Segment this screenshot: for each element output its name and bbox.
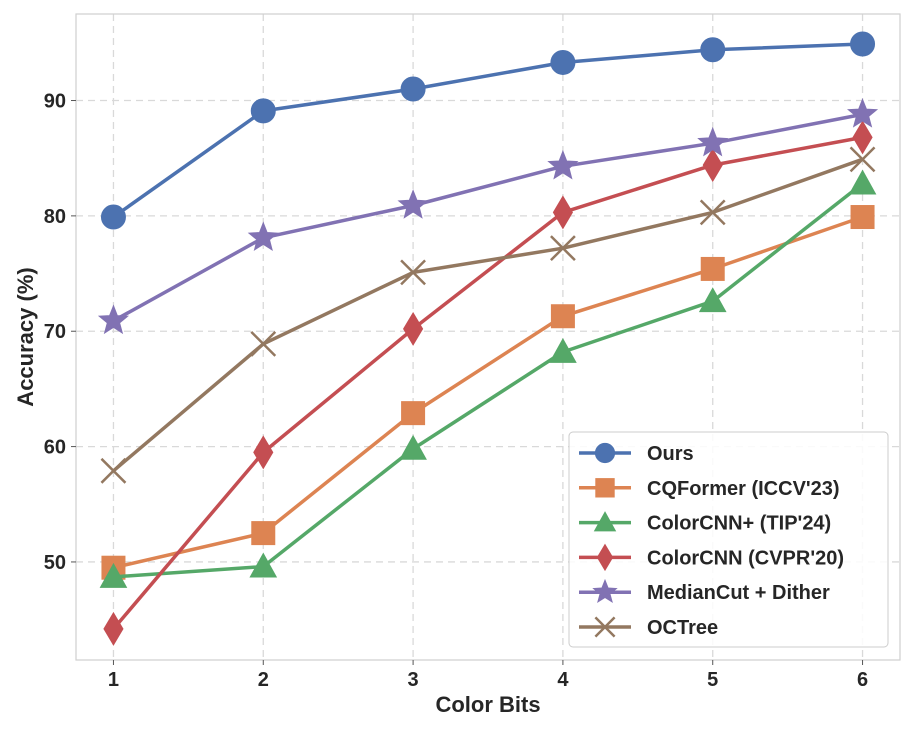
legend-marker	[594, 616, 616, 638]
legend-marker	[593, 511, 617, 532]
legend-label: Ours	[647, 443, 694, 465]
legend-marker	[595, 478, 615, 498]
data-point	[399, 434, 427, 460]
legend-marker	[594, 442, 616, 464]
data-point	[850, 205, 875, 230]
data-point	[852, 120, 873, 155]
series-layer	[97, 31, 879, 646]
data-point	[697, 126, 729, 157]
y-tick-label: 50	[44, 552, 66, 574]
data-point	[847, 98, 879, 128]
legend-item: MedianCut + Dither	[579, 578, 830, 604]
legend-label: MedianCut + Dither	[647, 582, 830, 604]
legend-label: ColorCNN (CVPR'20)	[647, 547, 844, 569]
data-point	[247, 221, 279, 252]
series-line	[112, 157, 864, 473]
series-0	[100, 31, 876, 230]
series-4	[97, 98, 879, 335]
data-point	[251, 521, 276, 546]
legend-label: OCTree	[647, 617, 718, 639]
data-point	[848, 169, 877, 195]
data-point	[400, 259, 426, 286]
data-point	[550, 49, 576, 75]
data-point	[699, 199, 726, 226]
legend-box	[568, 431, 889, 648]
legend-label: ColorCNN+ (TIP'24)	[647, 513, 831, 535]
legend: Ours CQFormer (ICCV'23) ColorCNN+ (TIP'24)…	[568, 431, 889, 648]
data-point	[403, 311, 424, 346]
y-axis-label: Accuracy (%)	[13, 267, 38, 406]
data-point	[103, 611, 124, 646]
data-point	[698, 287, 727, 313]
x-tick-label: 1	[108, 669, 119, 691]
data-point	[547, 149, 579, 180]
legend-marker	[592, 578, 618, 604]
series-5	[100, 146, 876, 484]
legend-item: Ours	[579, 442, 694, 465]
x-tick-label: 5	[707, 669, 718, 691]
data-point	[550, 235, 576, 262]
series-line	[113, 182, 864, 579]
y-tick-label: 90	[44, 91, 66, 113]
data-point	[249, 552, 278, 578]
data-point	[850, 31, 876, 57]
legend-item: OCTree	[579, 616, 718, 639]
y-tick-label: 70	[44, 321, 66, 343]
x-tick-label: 2	[258, 669, 269, 691]
series-line	[112, 135, 863, 631]
series-1	[101, 205, 875, 580]
legend-item: CQFormer (ICCV'23)	[579, 478, 840, 500]
y-tick-label: 60	[44, 437, 66, 459]
legend-marker	[596, 543, 614, 572]
data-point	[97, 304, 129, 335]
data-point	[401, 401, 426, 426]
series-2	[99, 169, 877, 588]
data-point	[400, 76, 426, 102]
data-point	[100, 204, 126, 230]
plot-frame	[75, 13, 901, 661]
y-tick-labels: 50 60 70 80 90	[44, 91, 76, 574]
series-line	[112, 42, 863, 219]
data-point	[397, 189, 429, 219]
data-point	[552, 195, 573, 230]
data-point	[700, 37, 726, 63]
legend-item: ColorCNN+ (TIP'24)	[579, 511, 831, 535]
x-axis-label: Color Bits	[435, 692, 540, 717]
x-tick-label: 3	[408, 669, 419, 691]
series-line	[113, 215, 864, 570]
series-line	[112, 112, 863, 323]
y-tick-label: 80	[44, 206, 66, 228]
data-point	[549, 337, 577, 363]
data-point	[253, 435, 274, 470]
legend-label: CQFormer (ICCV'23)	[647, 478, 840, 500]
x-tick-label: 6	[857, 669, 868, 691]
series-3	[103, 120, 873, 646]
data-point	[700, 256, 725, 281]
data-point	[849, 146, 876, 173]
legend-item: ColorCNN (CVPR'20)	[579, 543, 844, 572]
data-point	[250, 331, 277, 357]
data-point	[550, 304, 575, 329]
data-point	[99, 562, 128, 588]
x-tick-label: 4	[557, 669, 569, 691]
data-point	[100, 457, 127, 484]
x-tick-labels: 1 2 3 4 5 6	[108, 660, 868, 691]
data-point	[702, 148, 723, 183]
data-point	[250, 98, 276, 124]
